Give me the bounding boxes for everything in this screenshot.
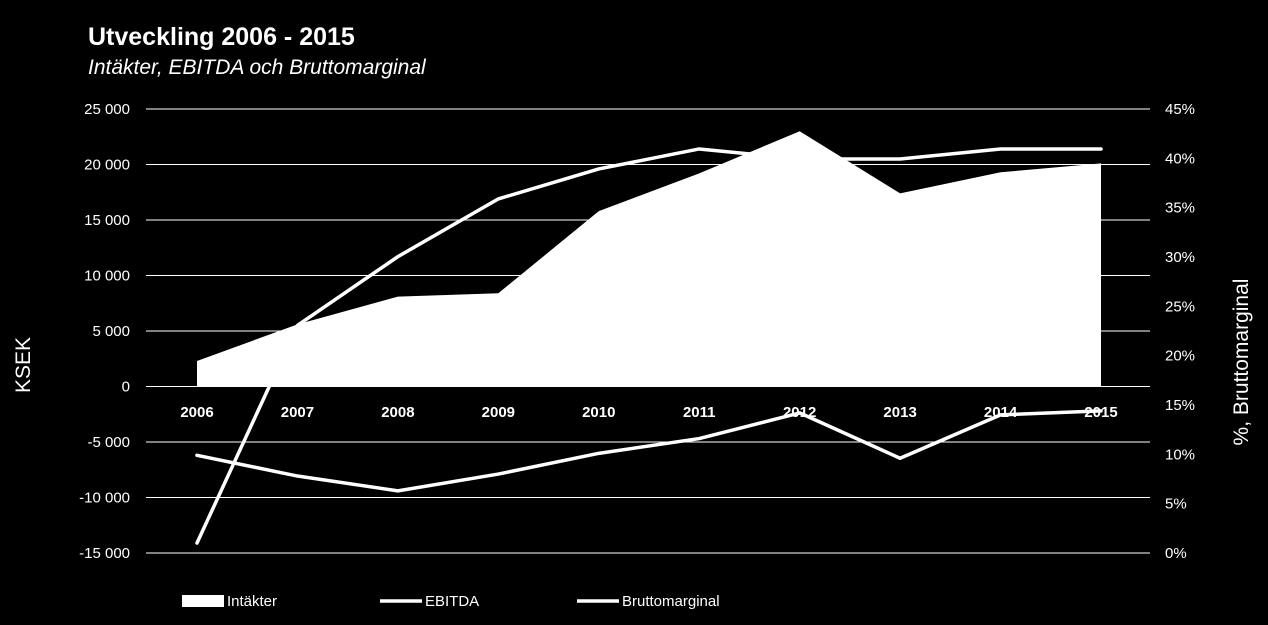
x-category-label: 2015 <box>1084 404 1117 421</box>
y-axis-right: 45% 40% 35% 30% 25% 20% 15% 10% 5% 0% <box>1165 101 1195 562</box>
y-tick-label: 15 000 <box>84 212 130 229</box>
legend: Intäkter EBITDA Bruttomarginal <box>182 593 720 610</box>
y-tick-label: -5 000 <box>87 434 130 451</box>
y-tick-label: 5 000 <box>92 323 130 340</box>
y-tick-label: 0 <box>122 379 130 396</box>
y2-tick-label: 25% <box>1165 298 1195 315</box>
y2-tick-label: 40% <box>1165 150 1195 167</box>
y2-tick-label: 20% <box>1165 348 1195 365</box>
x-category-label: 2014 <box>984 404 1018 421</box>
x-category-label: 2006 <box>180 404 213 421</box>
y2-tick-label: 5% <box>1165 496 1187 513</box>
y2-tick-label: 35% <box>1165 200 1195 217</box>
y-axis-left: 25 000 20 000 15 000 10 000 5 000 0 -5 000 -10 … <box>79 101 130 562</box>
line-ebitda <box>195 147 1103 545</box>
y2-tick-label: 30% <box>1165 249 1195 266</box>
x-axis-categories: 2006 2007 2008 2009 2010 2011 2012 2013 2014 2015 <box>180 404 1117 421</box>
y2-axis-title: %, Bruttomarginal <box>1230 279 1253 446</box>
chart-subtitle: Intäkter, EBITDA och Bruttomarginal <box>88 56 427 79</box>
y2-tick-label: 45% <box>1165 101 1195 118</box>
x-category-label: 2012 <box>783 404 816 421</box>
x-category-label: 2007 <box>281 404 314 421</box>
x-category-label: 2009 <box>482 404 515 421</box>
x-category-label: 2010 <box>582 404 615 421</box>
chart-title: Utveckling 2006 - 2015 <box>88 23 355 51</box>
y2-tick-label: 15% <box>1165 397 1195 414</box>
area-series <box>197 131 1101 387</box>
legend-label: Intäkter <box>227 593 277 610</box>
y-tick-label: -15 000 <box>79 545 130 562</box>
x-category-label: 2011 <box>683 404 716 421</box>
x-category-label: 2013 <box>883 404 916 421</box>
y-tick-label: 25 000 <box>84 101 130 118</box>
y-axis-title: KSEK <box>12 337 35 393</box>
y-tick-label: -10 000 <box>79 490 130 507</box>
line-bruttomarginal <box>195 409 1103 493</box>
legend-swatch-area <box>182 595 224 607</box>
y-tick-label: 20 000 <box>84 157 130 174</box>
legend-label: Bruttomarginal <box>622 593 720 610</box>
y2-tick-label: 0% <box>1165 545 1187 562</box>
y2-tick-label: 10% <box>1165 446 1195 463</box>
y-tick-label: 10 000 <box>84 268 130 285</box>
line-series <box>195 147 1103 545</box>
area-intakter <box>197 131 1101 387</box>
legend-label: EBITDA <box>425 593 479 610</box>
x-category-label: 2008 <box>381 404 414 421</box>
